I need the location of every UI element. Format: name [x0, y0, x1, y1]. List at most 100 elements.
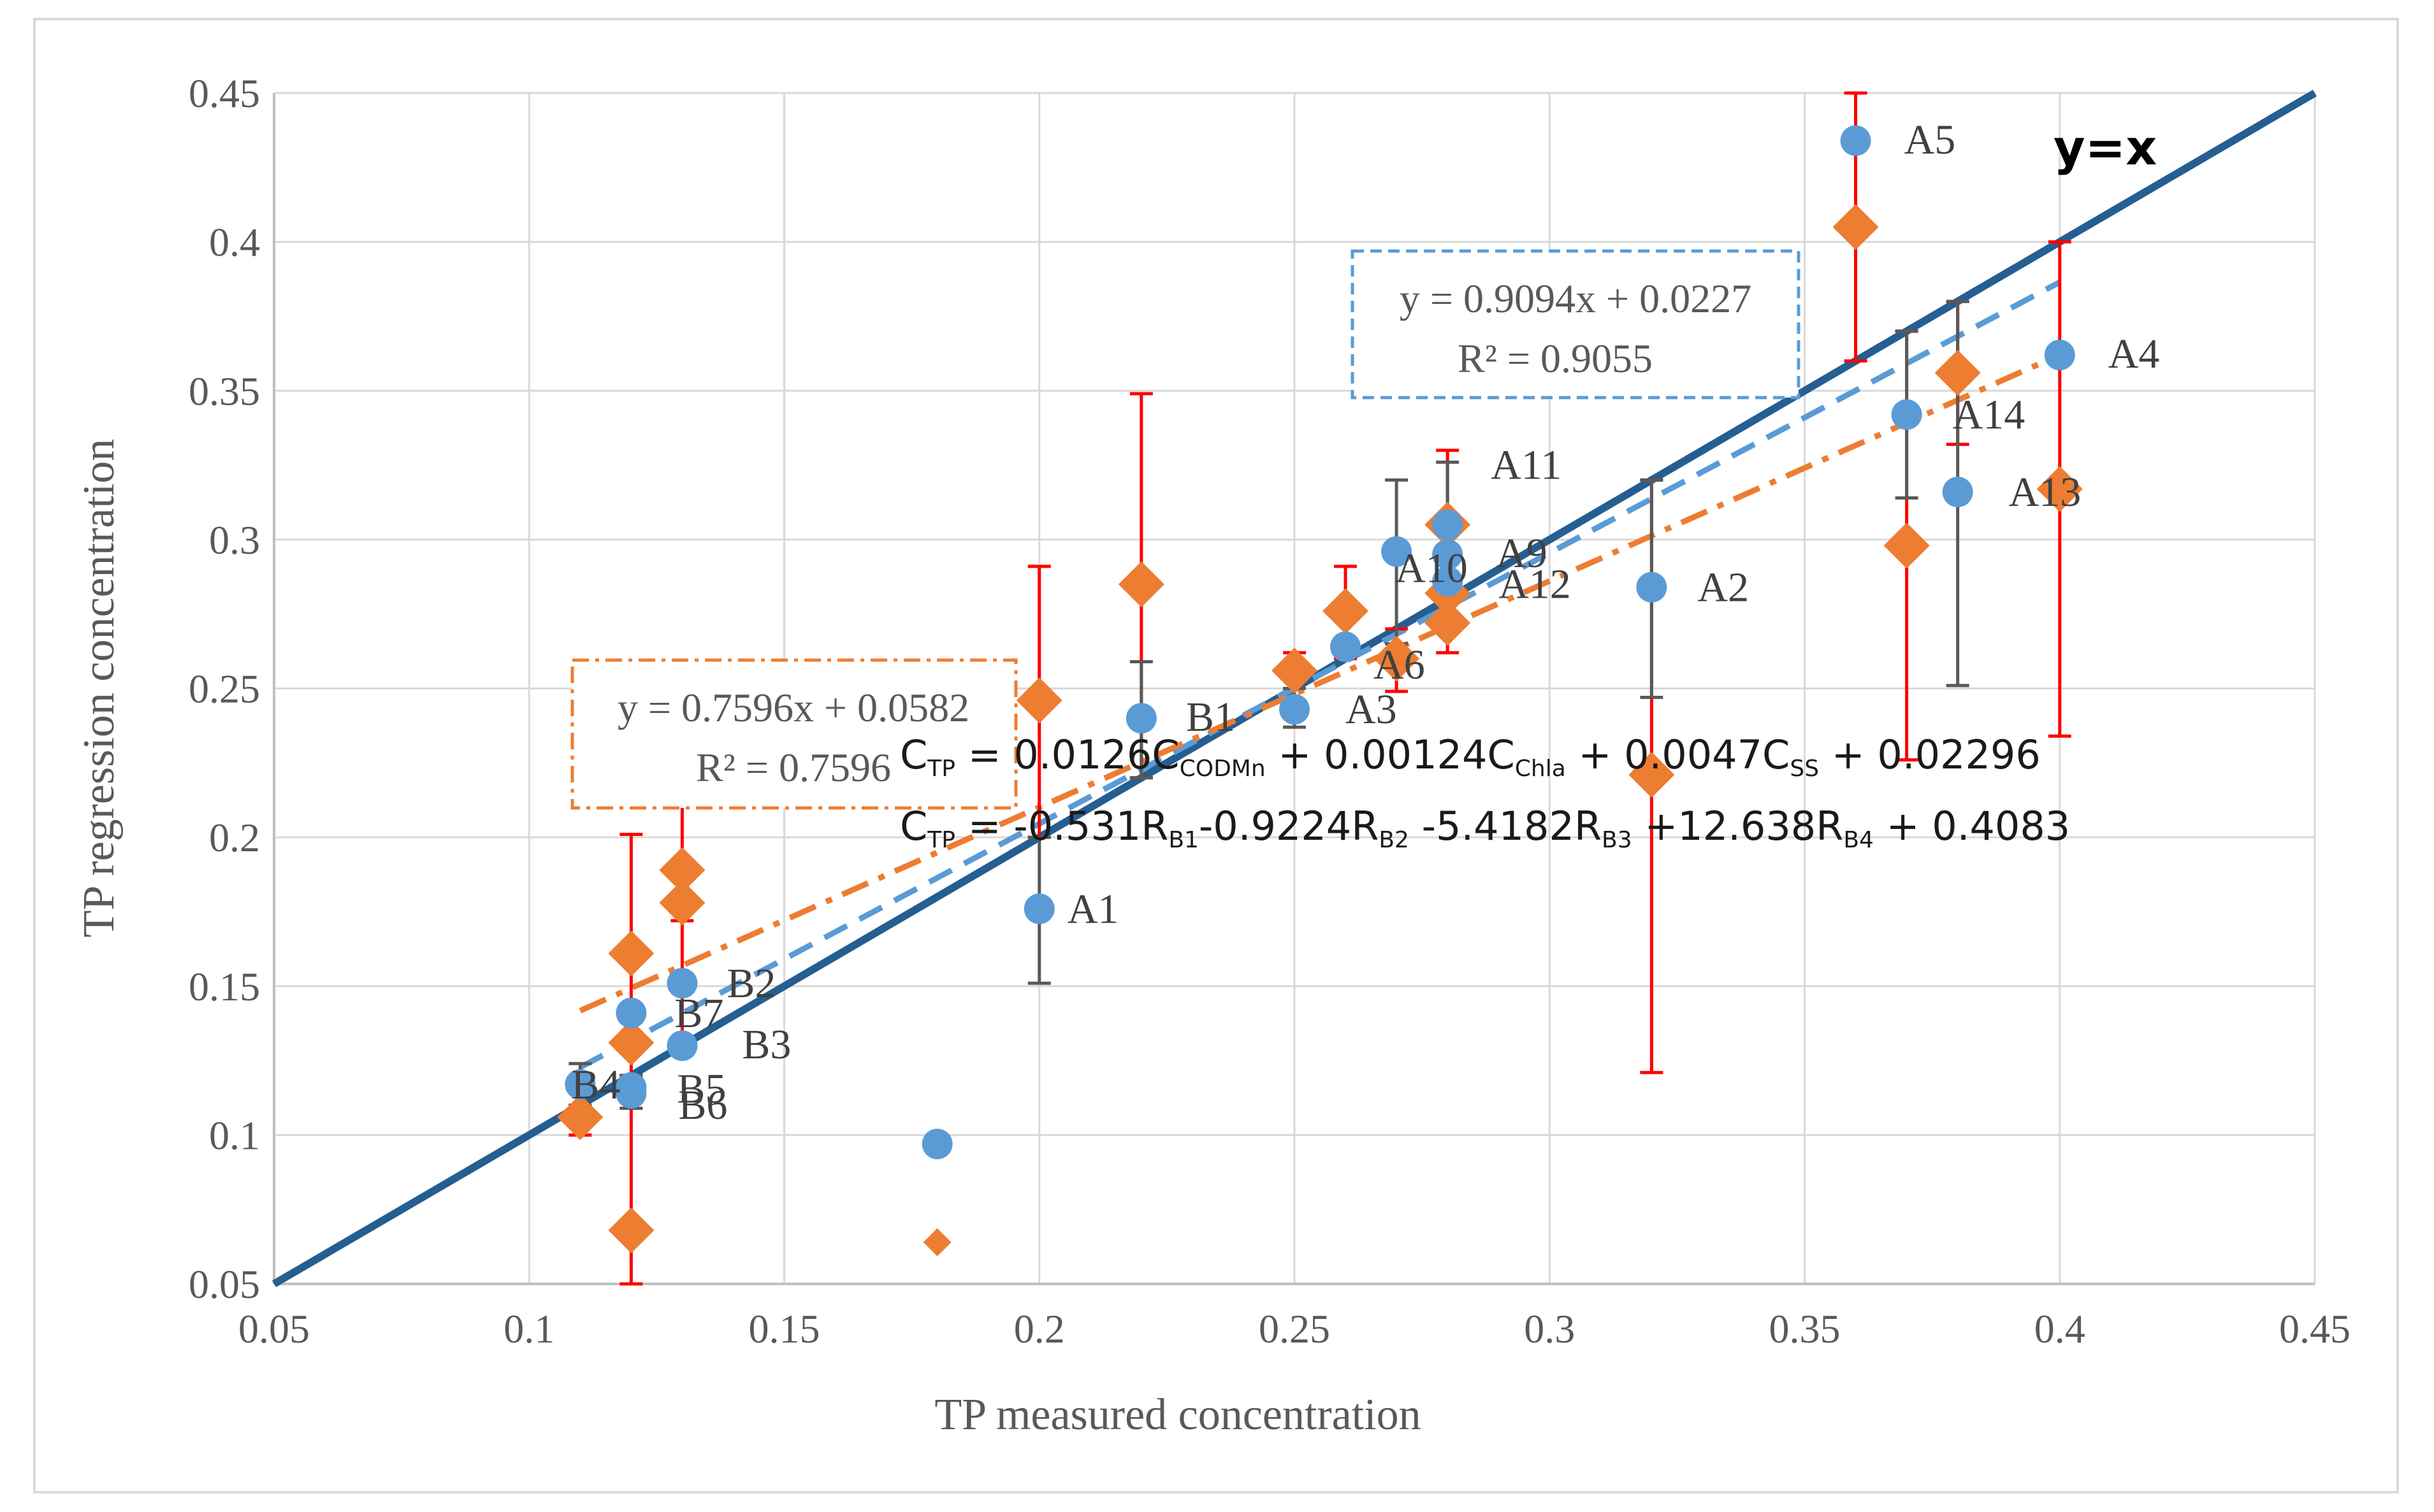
blue-circle-point — [1942, 477, 1973, 508]
formula-term: +12.638R — [1632, 803, 1844, 849]
x-tick-label: 0.3 — [1524, 1306, 1575, 1351]
orange-r-squared: R² = 0.7596 — [696, 745, 891, 790]
point-label-b7: B7 — [674, 990, 723, 1037]
y-tick-label: 0.2 — [209, 815, 260, 860]
formula-subscript: SS — [1790, 756, 1819, 782]
blue-circle-point — [922, 1128, 953, 1160]
orange-diamond-point — [557, 1094, 604, 1141]
orange-diamond-point — [1118, 561, 1164, 607]
formula-term: + 0.4083 — [1874, 803, 2070, 849]
y-tick-label: 0.35 — [189, 368, 260, 414]
y-tick-label: 0.05 — [189, 1262, 260, 1307]
point-label-b2: B2 — [727, 960, 776, 1007]
orange-diamond-point — [1271, 647, 1317, 694]
blue-circle-point — [1381, 536, 1412, 567]
blue-circle-point — [2044, 340, 2075, 371]
y-tick-label: 0.1 — [209, 1112, 260, 1158]
orange-diamond-point — [608, 1207, 655, 1253]
x-tick-label: 0.45 — [2279, 1306, 2351, 1351]
orange-equation-box — [570, 658, 1018, 810]
formula-bands: CTP = -0.531RB1-0.9224RB2 -5.4182RB3 +12… — [900, 803, 2070, 853]
orange-diamond-point — [608, 1019, 655, 1066]
point-label-a11: A11 — [1491, 442, 1561, 489]
formula-term: + 0.0047C — [1566, 731, 1790, 778]
x-axis-title: TP measured concentration — [934, 1390, 1421, 1439]
point-label-a5: A5 — [1904, 117, 1956, 163]
formula-subscript: TP — [927, 756, 955, 782]
orange-diamond-point — [923, 1228, 952, 1256]
point-label-b1: B1 — [1186, 694, 1235, 740]
orange-diamond-point — [1322, 588, 1369, 635]
blue-circle-point — [1891, 399, 1922, 430]
orange-diamond-point — [1424, 600, 1471, 646]
y-tick-label: 0.3 — [209, 517, 260, 563]
blue-equation-box — [1351, 249, 1800, 400]
y-tick-label: 0.25 — [189, 666, 260, 712]
blue-circle-point — [1432, 539, 1463, 570]
blue-circle-point — [1279, 694, 1310, 725]
point-label-a1: A1 — [1068, 886, 1119, 932]
y-tick-label: 0.4 — [209, 220, 260, 265]
blue-trend-line — [579, 279, 2061, 1070]
point-label-a6: A6 — [1373, 642, 1425, 688]
formula-term: C — [900, 803, 927, 849]
point-label-b6: B6 — [678, 1082, 727, 1128]
orange-diamond-point — [1883, 522, 1930, 569]
point-label-a9: A9 — [1496, 530, 1547, 577]
point-label-a10: A10 — [1395, 545, 1468, 592]
orange-diamond-point — [1832, 204, 1879, 250]
formula-term: = 0.0126C — [955, 731, 1180, 778]
blue-r-squared: R² = 0.9055 — [1458, 336, 1653, 381]
x-tick-label: 0.2 — [1014, 1306, 1065, 1351]
formula-subscript: TP — [927, 827, 955, 853]
blue-circle-point — [616, 1077, 647, 1109]
chart-frame — [33, 18, 2399, 1494]
formula-cod-chla-ss: CTP = 0.0126CCODMn + 0.00124CChla + 0.00… — [900, 731, 2041, 782]
orange-diamond-point — [2036, 466, 2083, 512]
blue-circle-point — [1636, 572, 1667, 603]
formula-subscript: CODMn — [1180, 756, 1266, 782]
blue-circle-point — [1024, 893, 1055, 925]
formula-term: = -0.531R — [955, 803, 1168, 849]
formula-term: -5.4182R — [1409, 803, 1602, 849]
formula-subscript: B2 — [1379, 827, 1409, 853]
orange-diamond-point — [659, 847, 706, 893]
y-tick-label: 0.45 — [189, 71, 260, 116]
orange-diamond-point — [659, 879, 706, 926]
orange-diamond-point — [1628, 752, 1675, 798]
orange-diamond-point — [1934, 350, 1981, 396]
point-label-a3: A3 — [1345, 686, 1397, 733]
y-tick-label: 0.15 — [189, 964, 260, 1009]
orange-trend-line — [579, 352, 2061, 1014]
formula-term: + 0.02296 — [1819, 731, 2041, 778]
x-tick-label: 0.35 — [1769, 1306, 1841, 1351]
orange-diamond-point — [608, 930, 655, 977]
formula-subscript: B1 — [1168, 827, 1199, 853]
identity-line-label: y=x — [2054, 119, 2157, 176]
formula-subscript: B4 — [1843, 827, 1874, 853]
point-label-a12: A12 — [1498, 561, 1571, 607]
y-axis-title: TP regression concentration — [75, 439, 124, 938]
blue-equation: y = 0.9094x + 0.0227 — [1400, 276, 1751, 321]
point-label-a2: A2 — [1697, 565, 1749, 611]
x-tick-label: 0.4 — [2034, 1306, 2085, 1351]
formula-term: -0.9224R — [1199, 803, 1379, 849]
x-tick-label: 0.05 — [238, 1306, 310, 1351]
blue-circle-point — [1432, 509, 1463, 540]
orange-diamond-point — [1016, 677, 1062, 724]
formula-subscript: Chla — [1515, 756, 1566, 782]
point-label-b5: B5 — [677, 1066, 726, 1112]
point-layer — [557, 125, 2083, 1256]
point-label-b4: B4 — [571, 1062, 620, 1108]
formula-term: C — [900, 731, 927, 778]
blue-circle-point — [565, 1069, 596, 1100]
x-tick-label: 0.25 — [1259, 1306, 1330, 1351]
blue-circle-point — [1432, 566, 1463, 597]
formula-subscript: B3 — [1602, 827, 1632, 853]
point-label-a4: A4 — [2108, 331, 2160, 377]
blue-circle-point — [616, 997, 647, 1028]
orange-diamond-point — [1373, 635, 1420, 682]
blue-circle-point — [1840, 125, 1871, 156]
